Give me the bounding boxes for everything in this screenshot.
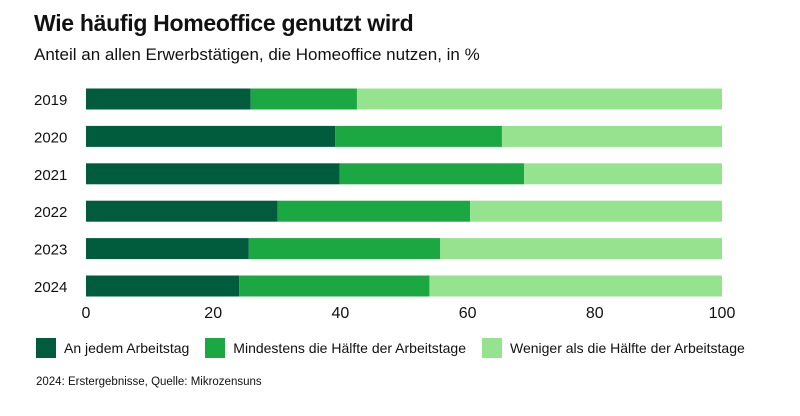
bar-segment: [239, 275, 430, 297]
category-label: 2022: [34, 204, 67, 221]
bar-segment: [429, 275, 722, 297]
chart-subtitle: Anteil an allen Erwerbstätigen, die Home…: [34, 45, 480, 64]
category-label: 2019: [34, 92, 67, 109]
bar-segment: [250, 88, 357, 110]
bar-segment: [277, 200, 471, 222]
chart-title: Wie häufig Homeoffice genutzt wird: [34, 10, 414, 36]
bar-segment: [86, 163, 340, 185]
legend-label: An jedem Arbeitstag: [64, 340, 190, 356]
bar-segment: [86, 125, 336, 147]
legend-item: Mindestens die Hälfte der Arbeitstage: [205, 338, 466, 358]
x-tick-label: 100: [709, 305, 736, 322]
category-label: 2020: [34, 129, 67, 146]
category-label: 2024: [34, 279, 67, 296]
bar-segment: [335, 125, 502, 147]
legend: An jedem Arbeitstag Mindestens die Hälfte…: [36, 338, 761, 358]
legend-swatch: [36, 338, 56, 358]
bar-segment: [356, 88, 722, 110]
bar-segment: [440, 238, 722, 260]
x-tick-label: 40: [332, 305, 350, 322]
legend-swatch: [205, 338, 226, 358]
bar-segment: [86, 200, 278, 222]
bar-segment: [501, 125, 722, 147]
x-tick-label: 60: [459, 305, 477, 322]
legend-item: An jedem Arbeitstag: [36, 338, 189, 358]
bar-segment: [86, 238, 249, 260]
bar-segment: [86, 275, 240, 297]
source-note: 2024: Erstergebnisse, Quelle: Mikrozensu…: [36, 376, 262, 388]
bar-segment: [524, 163, 722, 185]
legend-label: Weniger als die Hälfte der Arbeitstage: [510, 340, 745, 356]
bar-segment: [470, 200, 722, 222]
bar-segment: [339, 163, 525, 185]
x-tick-label: 0: [82, 305, 91, 322]
legend-swatch: [482, 338, 502, 358]
bar-segment: [86, 88, 251, 110]
legend-label: Mindestens die Hälfte der Arbeitstage: [233, 340, 466, 356]
legend-item: Weniger als die Hälfte der Arbeitstage: [482, 338, 745, 358]
x-tick-label: 20: [204, 305, 222, 322]
category-label: 2021: [34, 167, 67, 184]
x-tick-label: 80: [586, 305, 604, 322]
category-label: 2023: [34, 242, 67, 259]
bar-segment: [248, 238, 441, 260]
